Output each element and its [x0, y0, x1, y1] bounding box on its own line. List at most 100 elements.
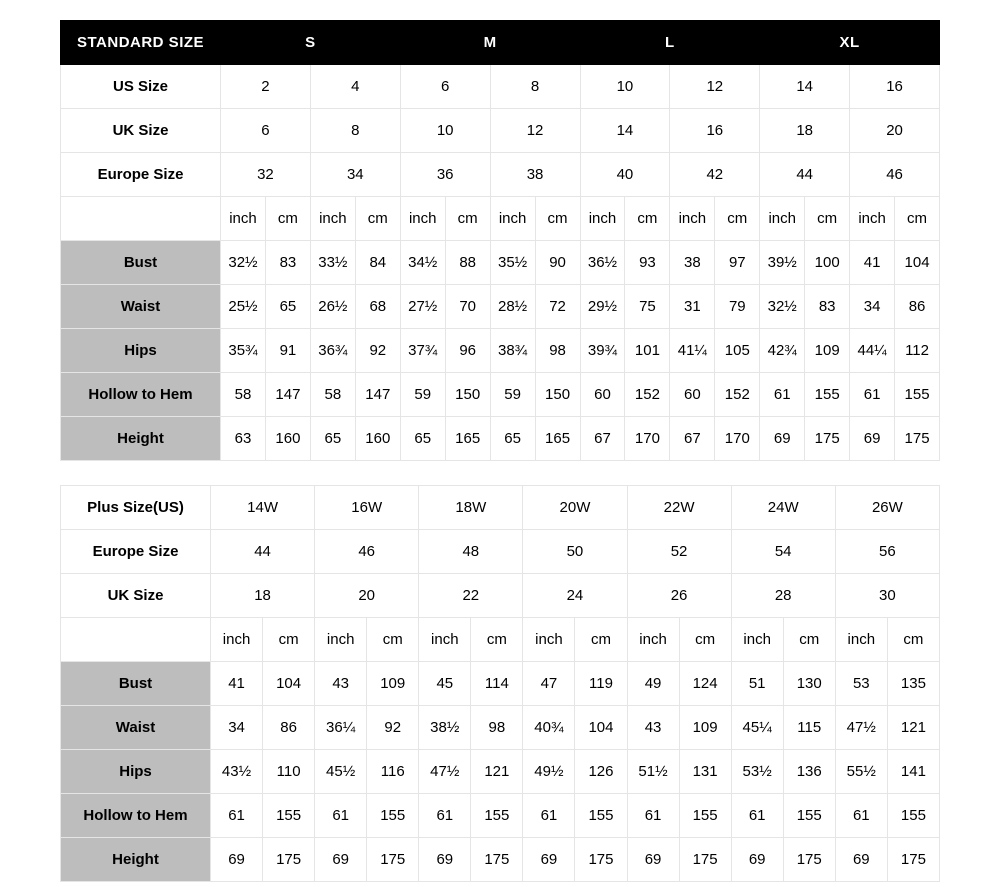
cell: 155 [895, 373, 940, 417]
unit-cm: cm [445, 197, 490, 241]
cell: 131 [679, 750, 731, 794]
cell: 53 [835, 662, 887, 706]
row-label: UK Size [61, 574, 211, 618]
plus-hips-row: Hips 43½110 45½116 47½121 49½126 51½131 … [61, 750, 940, 794]
cell: 69 [315, 838, 367, 882]
cell: 88 [445, 241, 490, 285]
cell: 124 [679, 662, 731, 706]
unit-inch: inch [731, 618, 783, 662]
cell: 37¾ [400, 329, 445, 373]
cell: 43½ [211, 750, 263, 794]
unit-inch: inch [580, 197, 625, 241]
cell: 135 [887, 662, 939, 706]
row-label: UK Size [61, 109, 221, 153]
cell: 56 [835, 530, 939, 574]
cell: 150 [445, 373, 490, 417]
cell: 4 [310, 65, 400, 109]
plus-us-row: Plus Size(US) 14W 16W 18W 20W 22W 24W 26… [61, 486, 940, 530]
cell: 20 [850, 109, 940, 153]
cell: 160 [265, 417, 310, 461]
cell: 34 [850, 285, 895, 329]
cell: 155 [263, 794, 315, 838]
size-group-xl: XL [760, 21, 940, 65]
row-label-empty [61, 197, 221, 241]
waist-row: Waist 25½65 26½68 27½70 28½72 29½75 3179… [61, 285, 940, 329]
cell: 155 [367, 794, 419, 838]
cell: 14W [211, 486, 315, 530]
cell: 49½ [523, 750, 575, 794]
cell: 69 [211, 838, 263, 882]
cell: 32½ [221, 241, 266, 285]
cell: 121 [471, 750, 523, 794]
cell: 105 [715, 329, 760, 373]
cell: 41 [850, 241, 895, 285]
cell: 69 [850, 417, 895, 461]
plus-europe-row: Europe Size 44 46 48 50 52 54 56 [61, 530, 940, 574]
cell: 109 [367, 662, 419, 706]
row-label: Hips [61, 750, 211, 794]
unit-inch: inch [211, 618, 263, 662]
unit-cm: cm [263, 618, 315, 662]
height-row: Height 63160 65160 65165 65165 67170 671… [61, 417, 940, 461]
cell: 115 [783, 706, 835, 750]
cell: 175 [263, 838, 315, 882]
cell: 12 [490, 109, 580, 153]
cell: 84 [355, 241, 400, 285]
cell: 83 [265, 241, 310, 285]
standard-size-table: STANDARD SIZE S M L XL US Size 2 4 6 8 1… [60, 20, 940, 461]
row-label: US Size [61, 65, 221, 109]
unit-cm: cm [471, 618, 523, 662]
unit-inch: inch [835, 618, 887, 662]
us-size-row: US Size 2 4 6 8 10 12 14 16 [61, 65, 940, 109]
plus-size-table: Plus Size(US) 14W 16W 18W 20W 22W 24W 26… [60, 485, 940, 882]
cell: 47½ [419, 750, 471, 794]
unit-cm: cm [535, 197, 580, 241]
cell: 24 [523, 574, 627, 618]
cell: 61 [523, 794, 575, 838]
cell: 44 [760, 153, 850, 197]
cell: 109 [679, 706, 731, 750]
cell: 121 [887, 706, 939, 750]
cell: 90 [535, 241, 580, 285]
cell: 63 [221, 417, 266, 461]
row-label: Hips [61, 329, 221, 373]
cell: 109 [805, 329, 850, 373]
cell: 175 [783, 838, 835, 882]
cell: 59 [490, 373, 535, 417]
row-label: Bust [61, 241, 221, 285]
cell: 58 [310, 373, 355, 417]
unit-cm: cm [805, 197, 850, 241]
unit-inch: inch [315, 618, 367, 662]
cell: 45 [419, 662, 471, 706]
row-label: Plus Size(US) [61, 486, 211, 530]
cell: 155 [887, 794, 939, 838]
cell: 65 [490, 417, 535, 461]
cell: 155 [575, 794, 627, 838]
cell: 40¾ [523, 706, 575, 750]
cell: 96 [445, 329, 490, 373]
cell: 175 [471, 838, 523, 882]
cell: 61 [731, 794, 783, 838]
unit-row: inchcm inchcm inchcm inchcm inchcm inchc… [61, 197, 940, 241]
cell: 22W [627, 486, 731, 530]
unit-inch: inch [400, 197, 445, 241]
cell: 65 [265, 285, 310, 329]
cell: 69 [419, 838, 471, 882]
cell: 22 [419, 574, 523, 618]
cell: 175 [895, 417, 940, 461]
cell: 61 [760, 373, 805, 417]
unit-inch: inch [670, 197, 715, 241]
cell: 41¼ [670, 329, 715, 373]
cell: 61 [850, 373, 895, 417]
cell: 68 [355, 285, 400, 329]
cell: 36 [400, 153, 490, 197]
cell: 47 [523, 662, 575, 706]
unit-cm: cm [895, 197, 940, 241]
cell: 60 [580, 373, 625, 417]
cell: 16 [850, 65, 940, 109]
cell: 48 [419, 530, 523, 574]
cell: 51 [731, 662, 783, 706]
cell: 47½ [835, 706, 887, 750]
cell: 98 [471, 706, 523, 750]
row-label: Europe Size [61, 530, 211, 574]
